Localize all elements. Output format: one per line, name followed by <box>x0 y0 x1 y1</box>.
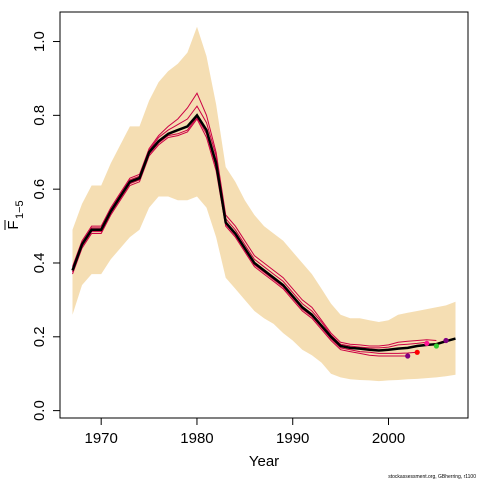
x-tick-label-2000: 2000 <box>372 430 405 447</box>
x-tick-label-1970: 1970 <box>84 430 117 447</box>
terminal-point-2 <box>414 349 420 355</box>
terminal-point-3 <box>424 340 430 346</box>
y-axis: 0.0 0.2 0.4 0.6 0.8 1.0 <box>31 31 60 421</box>
x-axis: 1970 1980 1990 2000 <box>84 418 405 447</box>
estimate-line <box>71 113 456 352</box>
retro-line-4 <box>72 92 437 347</box>
confidence-band-layer <box>72 26 456 382</box>
y-axis-title-main: F <box>5 220 22 229</box>
y-axis-title-subscript: 1−5 <box>14 200 26 219</box>
x-axis-title: Year <box>249 453 279 470</box>
x-tick-label-1990: 1990 <box>276 430 309 447</box>
y-tick-label-0.6: 0.6 <box>31 179 48 200</box>
retro-line-1 <box>72 118 408 357</box>
y-tick-label-1.0: 1.0 <box>31 31 48 52</box>
y-axis-title: F 1−5 <box>4 200 26 230</box>
terminal-point-5 <box>443 337 449 344</box>
retro-line-3 <box>72 105 427 349</box>
y-tick-label-0.0: 0.0 <box>31 400 48 421</box>
y-tick-label-0.2: 0.2 <box>31 326 48 347</box>
confidence-band <box>72 26 456 382</box>
estimate-line-layer <box>71 113 456 352</box>
plot-frame <box>59 11 469 419</box>
terminal-points-layer <box>405 337 449 359</box>
x-tick-label-1980: 1980 <box>180 430 213 447</box>
footnote: stockassessment.org, GBherring, r1100 <box>388 474 476 480</box>
terminal-point-4 <box>433 343 439 349</box>
y-tick-label-0.4: 0.4 <box>31 253 48 274</box>
y-tick-label-0.8: 0.8 <box>31 105 48 126</box>
terminal-point-1 <box>405 353 411 359</box>
